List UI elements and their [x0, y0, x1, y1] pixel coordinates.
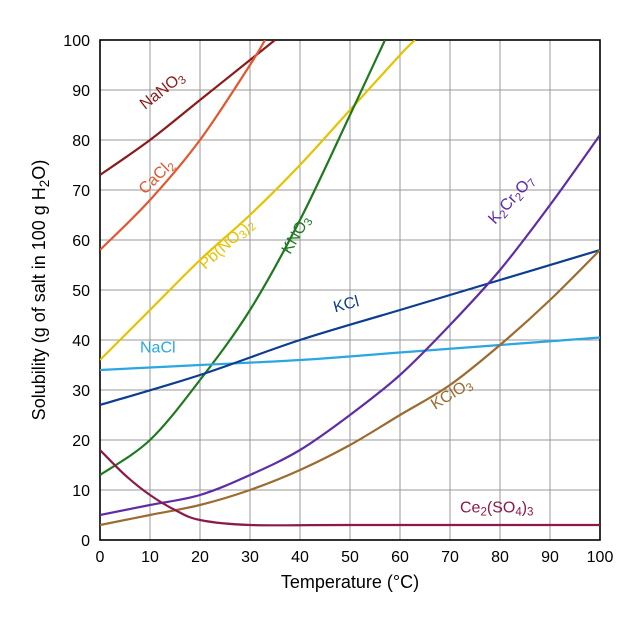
x-tick-label: 50	[341, 549, 359, 566]
y-tick-label: 30	[72, 383, 90, 400]
curve-label-NaCl: NaCl	[140, 340, 176, 357]
y-tick-label: 10	[72, 483, 90, 500]
x-tick-label: 60	[391, 549, 409, 566]
y-axis-label: Solubility (g of salt in 100 g H2O)	[29, 160, 52, 421]
solubility-chart: 0 10 20 30 40 50 60 70 80 90 100 0 10 20 30 40 50 60 70 80 9…	[20, 20, 623, 597]
x-tick-label: 80	[491, 549, 509, 566]
x-tick-label: 100	[587, 549, 614, 566]
x-tick-label: 70	[441, 549, 459, 566]
x-tick-label: 10	[141, 549, 159, 566]
y-tick-label: 40	[72, 333, 90, 350]
y-tick-label: 90	[72, 83, 90, 100]
x-axis-label: Temperature (°C)	[281, 572, 419, 592]
x-tick-label: 0	[96, 549, 105, 566]
curve-label-Ce2(SO4)3: Ce2(SO4)3	[460, 500, 533, 519]
chart-svg: 0 10 20 30 40 50 60 70 80 90 100 0 10 20 30 40 50 60 70 80 9…	[20, 20, 623, 597]
y-tick-label: 20	[72, 433, 90, 450]
y-tick-label: 70	[72, 183, 90, 200]
x-tick-label: 90	[541, 549, 559, 566]
y-tick-label: 50	[72, 283, 90, 300]
y-tick-label: 0	[81, 533, 90, 550]
x-tick-label: 40	[291, 549, 309, 566]
x-tick-label: 30	[241, 549, 259, 566]
y-tick-label: 100	[63, 33, 90, 50]
y-tick-label: 60	[72, 233, 90, 250]
y-tick-label: 80	[72, 133, 90, 150]
x-tick-label: 20	[191, 549, 209, 566]
